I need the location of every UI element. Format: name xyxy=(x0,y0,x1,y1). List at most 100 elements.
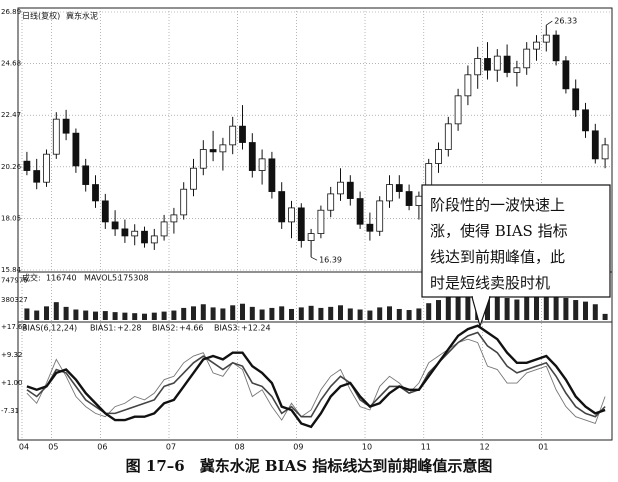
x-tick-label: 12 xyxy=(480,443,490,452)
volume-bar xyxy=(524,296,530,320)
volume-bar xyxy=(289,308,294,320)
volume-bar xyxy=(308,305,314,320)
candle-body xyxy=(52,118,60,155)
volume-bar xyxy=(249,306,255,320)
candle-body xyxy=(92,184,99,202)
volume-bar xyxy=(445,296,451,320)
volume-bar xyxy=(171,310,177,320)
candle-body xyxy=(229,125,237,146)
volume-bar xyxy=(592,304,598,320)
volume-bar xyxy=(83,310,89,320)
volume-bar xyxy=(93,311,98,320)
candle-body xyxy=(62,118,70,134)
candle-body xyxy=(111,221,119,230)
volume-bar xyxy=(318,307,324,320)
volume-bar xyxy=(210,307,216,320)
candle-body xyxy=(101,200,109,223)
candle-body xyxy=(23,160,31,171)
volume-bar xyxy=(24,308,30,320)
x-tick-label: 05 xyxy=(48,443,58,452)
candle-body xyxy=(415,195,423,206)
candle-body xyxy=(219,144,227,153)
candle-body xyxy=(121,228,129,237)
candle-body xyxy=(248,142,256,171)
candle-body xyxy=(601,144,609,160)
volume-bar xyxy=(602,313,608,320)
candle-body xyxy=(513,67,521,73)
volume-bar xyxy=(132,313,138,320)
volume-bar xyxy=(230,305,236,320)
candle-body xyxy=(239,125,246,143)
annotation: 26.33 xyxy=(554,17,577,26)
chart-title: 日线(复权) xyxy=(22,11,60,21)
callout-text: 线达到前期峰值，此 xyxy=(430,248,565,266)
candle-body xyxy=(493,55,501,71)
volume-bar xyxy=(426,303,432,320)
candle-body xyxy=(288,207,295,223)
candle-body xyxy=(337,181,344,195)
callout-box xyxy=(421,184,611,298)
annotation-leader xyxy=(310,256,318,261)
volume-bar xyxy=(436,300,441,320)
x-tick-label: 07 xyxy=(166,443,176,452)
candle-body xyxy=(150,235,158,244)
callout-text: 涨，使得 BIAS 指标 xyxy=(430,222,568,240)
volume-bar xyxy=(181,307,187,320)
volume-bar xyxy=(151,312,157,320)
candle-body xyxy=(160,221,168,237)
legend-value: +12.24 xyxy=(241,324,271,333)
x-tick-label: 11 xyxy=(421,443,431,452)
candle-body xyxy=(356,198,364,225)
candle-body xyxy=(484,58,491,71)
volume-bar xyxy=(259,309,265,320)
x-tick-label: 08 xyxy=(235,443,245,452)
volume-bar xyxy=(200,304,206,320)
candle-body xyxy=(346,181,354,199)
candle-body xyxy=(562,60,570,90)
volume-bar xyxy=(112,312,118,320)
volume-bar xyxy=(406,310,412,320)
volume-bar xyxy=(514,299,520,320)
y-tick-label: 22.47 xyxy=(1,111,21,119)
legend-value: +4.66 xyxy=(179,324,204,333)
y-tick-label: 15.84 xyxy=(1,266,22,274)
volume-bar xyxy=(573,300,579,320)
candle-body xyxy=(533,41,540,50)
legend-name: BIAS3: xyxy=(214,324,240,333)
candle-body xyxy=(307,233,315,241)
bias-line xyxy=(26,324,606,429)
y-tick-label: 26.89 xyxy=(1,8,21,16)
candle-body xyxy=(190,167,197,190)
candle-body xyxy=(552,34,560,62)
volume-value: 116740 xyxy=(46,274,77,283)
bias-line xyxy=(26,331,606,418)
volume-bar xyxy=(416,308,422,320)
volume-bar xyxy=(298,307,304,320)
candle-body xyxy=(523,48,531,69)
y-tick-label: -7.31 xyxy=(1,407,19,415)
volume-bar xyxy=(279,306,285,320)
candle-body xyxy=(327,193,335,211)
volume-bar xyxy=(122,312,128,320)
x-tick-label: 10 xyxy=(362,443,372,452)
volume-bar xyxy=(240,303,245,320)
volume-bar xyxy=(387,306,392,320)
volume-bar xyxy=(583,301,588,320)
y-tick-label: +17.63 xyxy=(1,323,27,331)
volume-bar xyxy=(543,288,549,320)
volume-bar xyxy=(338,305,343,320)
candle-body xyxy=(582,109,589,132)
bias-panel xyxy=(17,321,613,441)
volume-bar xyxy=(347,308,353,320)
y-tick-label: 747976 xyxy=(1,277,28,285)
annotation-leader xyxy=(546,20,553,26)
candle-body xyxy=(131,230,139,237)
x-tick-label: 06 xyxy=(97,443,107,452)
candle-body xyxy=(366,223,374,232)
annotation: 16.39 xyxy=(319,256,342,265)
volume-bar xyxy=(102,311,108,320)
legend-name: BIAS2: xyxy=(152,324,178,333)
volume-bar xyxy=(494,294,500,320)
candle-body xyxy=(199,149,207,169)
volume-bar xyxy=(44,306,49,320)
